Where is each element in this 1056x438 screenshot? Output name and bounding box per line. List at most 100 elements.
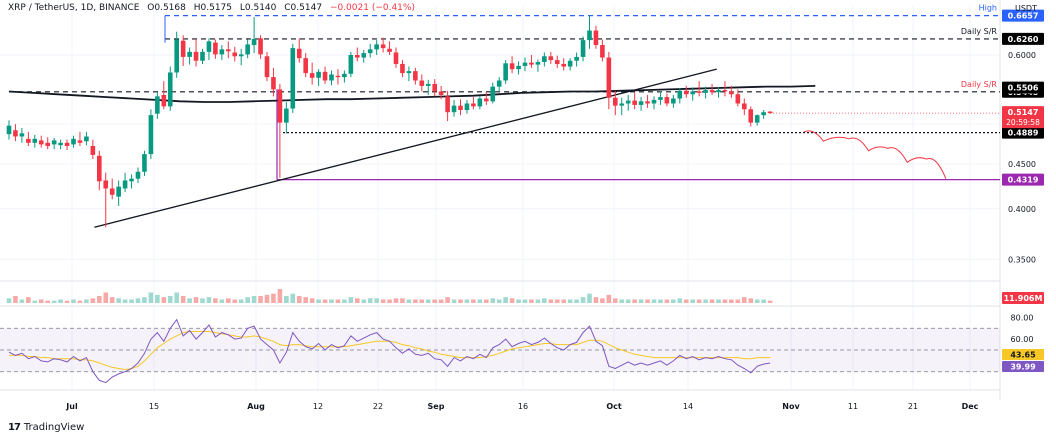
volume-bar	[761, 299, 766, 303]
change-value: −0.0021 (−0.41%)	[329, 3, 415, 13]
candle-body	[342, 73, 347, 78]
volume-bar	[245, 297, 250, 303]
volume-bar	[129, 299, 134, 303]
volume-bar	[683, 299, 689, 303]
volume-bar	[445, 297, 450, 303]
x-tick-label: 14	[683, 402, 693, 411]
low-value: L0.5140	[239, 3, 277, 13]
volume-bar	[148, 292, 154, 303]
x-tick-label: Oct	[606, 402, 622, 411]
volume-bar	[542, 298, 547, 303]
candle-body	[703, 90, 708, 93]
candle-body	[219, 49, 225, 55]
level-badge	[1002, 173, 1044, 186]
volume-bar	[503, 297, 508, 303]
candle-body	[742, 103, 747, 110]
volume-bar	[284, 296, 289, 303]
volume-bar	[290, 293, 296, 303]
x-tick-label: 21	[908, 402, 918, 411]
volume-bar	[729, 299, 734, 303]
candle-body	[51, 140, 57, 145]
candle-body	[129, 178, 134, 182]
x-tick-label: Sep	[428, 402, 445, 411]
volume-bar	[329, 299, 334, 303]
volume-bar	[722, 299, 728, 303]
volume-bar	[84, 299, 89, 303]
tradingview-watermark[interactable]: 17 TradingView	[8, 422, 84, 433]
volume-bar	[71, 299, 76, 303]
candle-body	[90, 145, 96, 155]
candle-body	[516, 65, 521, 70]
volume-bar	[122, 299, 128, 303]
candle-body	[484, 98, 489, 102]
volume-badge-text: 11.906M	[1004, 294, 1043, 303]
candle-body	[380, 44, 386, 49]
volume-bar	[97, 296, 102, 303]
candle-body	[464, 103, 470, 110]
candle-body	[651, 99, 657, 104]
volume-bar	[64, 300, 70, 303]
candle-body	[32, 138, 38, 143]
volume-bar	[193, 297, 199, 303]
volume-bars	[6, 289, 773, 303]
candle-body	[238, 54, 244, 57]
candle-body	[309, 73, 315, 78]
candle-body	[761, 112, 766, 116]
volume-bar	[303, 297, 308, 303]
candle-body	[683, 90, 689, 95]
volume-bar	[226, 298, 231, 303]
volume-bar	[696, 299, 702, 303]
candle-body	[206, 41, 212, 52]
candles	[6, 15, 773, 228]
candle-body	[413, 71, 418, 81]
volume-bar	[58, 299, 63, 303]
volume-bar	[742, 297, 747, 303]
candle-body	[554, 60, 560, 64]
volume-bar	[509, 298, 515, 303]
volume-bar	[103, 292, 109, 303]
candle-body	[45, 142, 50, 146]
candle-body	[509, 63, 515, 70]
candle-body	[600, 45, 605, 58]
sma-badge	[1002, 81, 1044, 94]
volume-bar	[425, 299, 431, 303]
candle-body	[425, 83, 431, 86]
volume-bar	[438, 299, 444, 303]
volume-bar	[606, 294, 612, 303]
candle-body	[109, 188, 115, 195]
volume-bar	[490, 298, 496, 303]
x-tick-label: Dec	[962, 402, 979, 411]
x-tick-label: 12	[313, 402, 323, 411]
price-levels: High Daily S/R Daily S/R	[9, 4, 1000, 181]
level-label: Daily S/R	[961, 27, 998, 36]
candle-body	[38, 140, 44, 145]
volume-bar	[535, 299, 541, 303]
volume-bar	[432, 299, 437, 303]
sma-200-line	[8, 85, 816, 103]
candle-body	[561, 63, 566, 67]
y-tick-label: 0.3500	[1008, 255, 1036, 264]
volume-bar	[367, 298, 373, 303]
candle-body	[84, 136, 89, 142]
volume-bar	[355, 298, 360, 303]
x-tick-label: 22	[373, 402, 383, 411]
rsi-line	[8, 318, 771, 384]
volume-bar	[458, 299, 463, 303]
x-tick-label: Jul	[65, 402, 78, 411]
countdown-text: 20:59:58	[1006, 118, 1040, 127]
candle-body	[722, 90, 728, 92]
volume-bar	[213, 298, 218, 303]
volume-bar	[13, 296, 18, 303]
candle-body	[245, 44, 250, 55]
volume-bar	[484, 299, 489, 303]
candle-body	[290, 48, 296, 109]
volume-bar	[658, 299, 663, 303]
trendline	[94, 68, 717, 228]
volume-bar	[309, 298, 315, 303]
candle-body	[400, 63, 405, 74]
axis-badges: 0.66570.62600.54450.48890.43190.55060.51…	[1002, 9, 1044, 372]
level-badge-text: 0.6260	[1008, 35, 1039, 44]
volume-bar	[638, 299, 644, 303]
symbol-label[interactable]: XRP / TetherUS, 1D, BINANCE	[8, 3, 140, 13]
